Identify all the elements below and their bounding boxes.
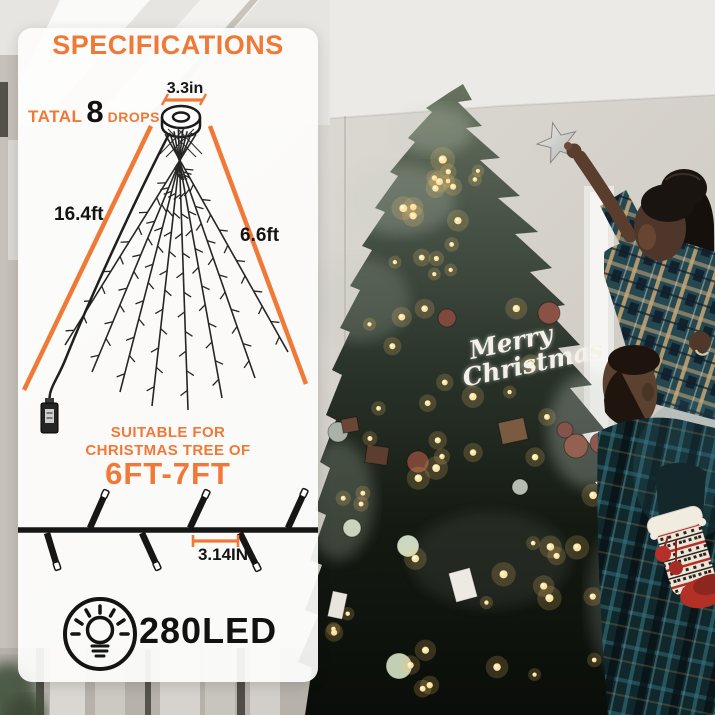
led-count-label: 280LED [139,610,278,651]
total-suffix: DROPS [107,109,160,125]
father-beard [604,370,650,430]
stocking [646,462,715,609]
bulb-spacing-label: 3.14IN [197,545,249,564]
window-left [0,55,19,655]
spacing-measure [191,535,240,547]
pompom [669,561,683,575]
total-prefix: TATAL [28,107,83,126]
father-ear [642,383,654,401]
power-plug-icon [40,133,171,434]
strand-length-right-label: 6.6ft [240,225,280,246]
guide-line-left [21,125,154,391]
child-torso [604,238,715,420]
total-count: 8 [86,94,104,129]
tree-size-label: 6FT-7FT [105,456,231,491]
child-arm [573,150,637,243]
strand-fan [64,129,289,411]
strand-length-left-label: 16.4ft [54,204,104,225]
spec-diagram [18,93,318,671]
father-hair [608,345,660,375]
suitable-line1: SUITABLE FOR [110,424,226,441]
panel-title: SPECIFICATIONS [52,30,284,60]
ring-net [159,126,203,158]
father-hand [689,331,711,353]
tree-ornaments [326,301,611,680]
child-hair-bun [661,169,707,207]
child [564,142,715,420]
ring-width-label: 3.3in [166,80,204,97]
christmas-tree [298,84,665,715]
suitable-line2: CHRISTMAS TREE OF [85,442,251,459]
total-drops-label: TATAL 8 DROPS [28,94,160,129]
guide-line-right [207,125,309,385]
ring-width-measure [160,93,208,106]
string-diagram [18,487,318,573]
light-bulb-icon [63,597,137,671]
specifications-panel: SPECIFICATIONS 3.3in TATAL 8 DROPS 16.4f… [18,28,318,682]
pompom [655,546,671,562]
tree-topper-star [535,121,577,165]
tree-lights [324,147,605,698]
